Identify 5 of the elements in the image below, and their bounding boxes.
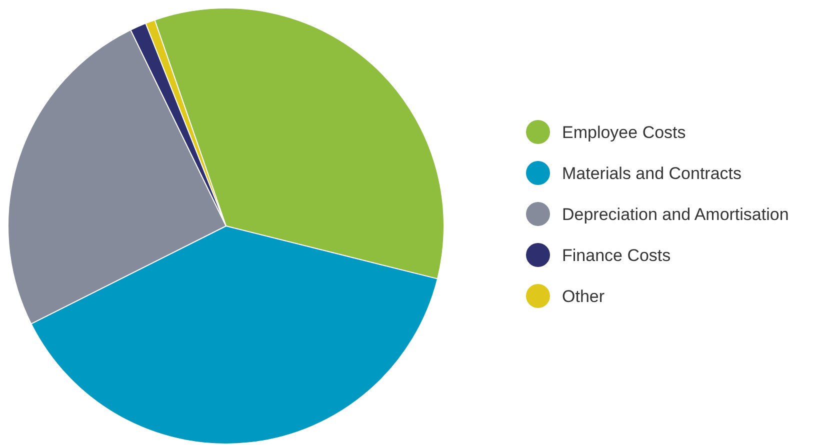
legend-label: Other [562, 286, 605, 306]
legend-label: Materials and Contracts [562, 164, 742, 183]
legend-label: Employee Costs [562, 122, 686, 142]
legend-label: Finance Costs [562, 246, 671, 265]
legend-label: Depreciation and Amortisation [562, 204, 789, 224]
